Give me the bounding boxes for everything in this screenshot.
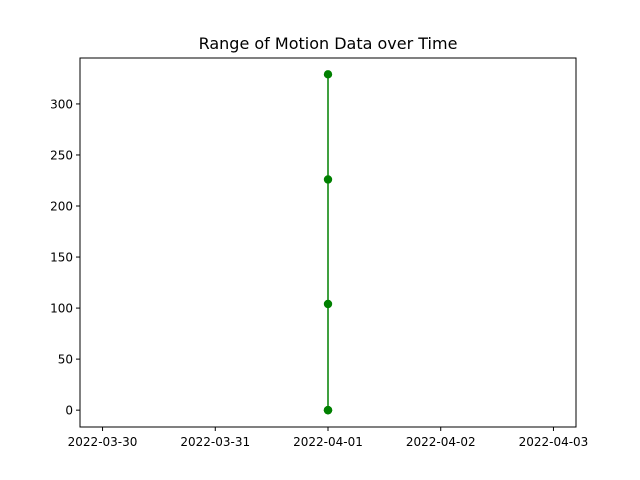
x-axis: 2022-03-30 2022-03-31 2022-04-01 2022-04-02… (68, 427, 589, 449)
x-tick-label: 2022-04-03 (519, 435, 589, 449)
x-tick-label: 2022-03-30 (68, 435, 138, 449)
plot-frame (79, 57, 577, 428)
data-point (323, 175, 333, 184)
x-tick-label: 2022-04-02 (406, 435, 476, 449)
data-point (323, 299, 333, 309)
y-tick-label: 300 (50, 97, 73, 111)
chart-title: Range of Motion Data over Time (199, 34, 458, 53)
y-tick-label: 200 (50, 200, 73, 214)
y-tick-label: 150 (50, 251, 73, 265)
data-point (323, 70, 333, 79)
x-tick-label: 2022-04-01 (293, 435, 363, 449)
y-axis: 0 50 100 150 200 250 300 (50, 97, 80, 418)
series-layer (323, 70, 333, 415)
y-tick-label: 250 (50, 148, 73, 162)
x-tick-label: 2022-03-31 (180, 435, 250, 449)
data-point (323, 405, 333, 415)
y-tick-label: 0 (65, 404, 73, 418)
y-tick-label: 50 (58, 353, 73, 367)
y-tick-label: 100 (50, 302, 73, 316)
